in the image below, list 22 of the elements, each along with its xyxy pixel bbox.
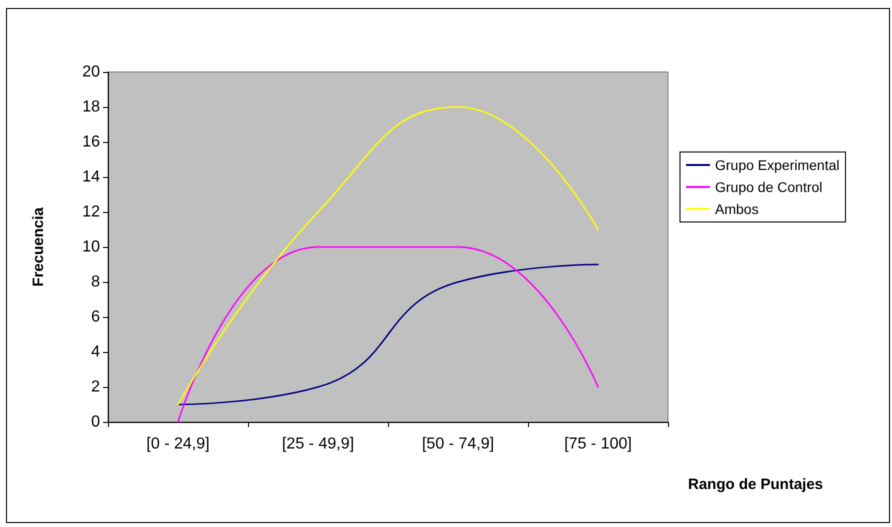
y-tick-label: 2 xyxy=(91,378,100,396)
x-tick-label: [75 - 100] xyxy=(564,436,632,452)
x-tick-label: [0 - 24,9] xyxy=(146,436,210,452)
y-tick-label: 6 xyxy=(91,308,100,326)
y-tick-label: 10 xyxy=(82,238,100,256)
y-tick-label: 18 xyxy=(82,98,100,116)
y-axis-title: Frecuencia xyxy=(30,206,47,287)
y-tick-label: 0 xyxy=(91,414,100,430)
x-tick-label: [50 - 74,9] xyxy=(422,436,494,452)
legend-label: Grupo de Control xyxy=(715,179,822,195)
line-series xyxy=(177,264,599,406)
y-tick-label: 20 xyxy=(82,64,100,80)
y-tick-label: 16 xyxy=(82,134,100,150)
y-tick-label: 12 xyxy=(82,204,100,220)
line-series xyxy=(177,106,599,406)
legend-label: Grupo Experimental xyxy=(715,157,840,173)
x-tick-label: [25 - 49,9] xyxy=(282,436,354,452)
y-tick-label: 14 xyxy=(82,168,100,186)
y-tick-label: 8 xyxy=(91,274,100,290)
legend-label: Ambos xyxy=(715,201,759,217)
x-axis-title: Rango de Puntajes xyxy=(688,476,824,493)
y-tick-label: 4 xyxy=(91,344,100,360)
